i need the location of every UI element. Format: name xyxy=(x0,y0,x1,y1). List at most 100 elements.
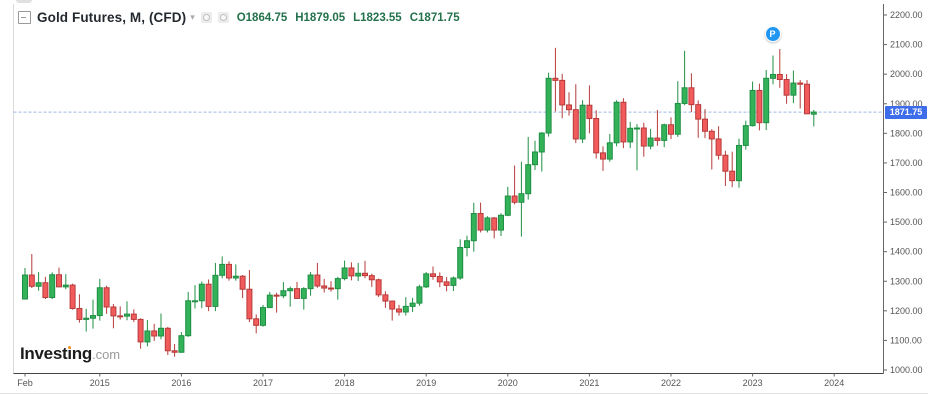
candle-body xyxy=(56,274,62,288)
candle-body xyxy=(144,330,151,343)
candle-body xyxy=(96,287,103,317)
candle-body xyxy=(239,275,246,290)
y-axis-label: 1000.00 xyxy=(890,365,923,375)
x-axis-label: 2020 xyxy=(498,378,518,388)
candle-body xyxy=(545,77,552,134)
candle-body xyxy=(280,290,287,297)
candle-body xyxy=(443,281,450,286)
investing-logo-suffix: .com xyxy=(91,347,121,362)
candle-body xyxy=(151,330,158,337)
candle-body xyxy=(164,327,171,352)
ohlc-close: C1871.75 xyxy=(409,11,460,24)
price-axis-label-value: 1871.75 xyxy=(889,106,923,117)
candle-body xyxy=(158,327,164,337)
panel-handle[interactable] xyxy=(16,0,32,3)
candle-body xyxy=(511,195,518,203)
candle-body xyxy=(117,315,124,318)
event-marker-label: P xyxy=(769,28,776,39)
candle-body xyxy=(491,217,498,231)
candle-body xyxy=(178,335,185,353)
candle-body xyxy=(307,274,314,290)
candle-body xyxy=(69,284,76,309)
candle-body xyxy=(756,89,763,124)
candle-body xyxy=(702,118,708,132)
gear-icon[interactable] xyxy=(217,12,229,23)
candle-body xyxy=(552,77,559,81)
candle-body xyxy=(742,125,749,146)
candle-body xyxy=(647,137,654,147)
candle-body xyxy=(688,87,695,106)
symbol-title[interactable]: Gold Futures, M, (CFD) xyxy=(37,10,187,25)
candle-body xyxy=(348,267,355,277)
candle-body xyxy=(90,315,96,319)
y-axis-label: 1300.00 xyxy=(890,276,923,286)
candle-body xyxy=(579,104,586,140)
candle-body xyxy=(389,300,396,310)
candle-body xyxy=(790,82,797,96)
eye-icon[interactable] xyxy=(200,12,212,23)
candle-body xyxy=(76,307,83,320)
candle-body xyxy=(674,102,681,135)
candle-body xyxy=(260,307,266,326)
investing-logo: Investing.com xyxy=(20,344,120,364)
candle-body xyxy=(49,274,56,299)
y-axis-label: 1600.00 xyxy=(890,188,923,198)
x-axis-label: 2017 xyxy=(253,378,273,388)
x-axis-label: 2015 xyxy=(90,378,110,388)
candle-body xyxy=(477,213,484,231)
chevron-down-icon[interactable]: ▾ xyxy=(190,12,195,22)
candle-body xyxy=(525,164,532,195)
candle-body xyxy=(797,82,804,85)
candle-body xyxy=(62,284,69,288)
candle-body xyxy=(736,144,742,182)
candle-body xyxy=(103,287,110,308)
y-axis-label: 1900.00 xyxy=(890,99,923,109)
candle-body xyxy=(212,274,219,307)
candle-body xyxy=(729,170,736,182)
candle-body xyxy=(253,318,260,326)
candle-body xyxy=(457,247,464,279)
ohlc-open: O1864.75 xyxy=(236,11,288,24)
candle-body xyxy=(287,288,294,292)
candle-body xyxy=(749,89,756,127)
candle-body xyxy=(198,283,205,302)
candle-body xyxy=(416,286,423,304)
candle-body xyxy=(586,104,593,120)
price-axis-label: 1871.75 xyxy=(885,105,927,119)
candle-body xyxy=(804,83,810,115)
candle-body xyxy=(402,305,409,313)
candle-body xyxy=(430,273,436,278)
candle-body xyxy=(504,195,511,216)
candle-body xyxy=(273,294,280,297)
candle-body xyxy=(668,124,674,135)
candle-body xyxy=(185,300,192,337)
candle-body xyxy=(314,274,321,287)
y-axis-label: 1500.00 xyxy=(890,217,923,227)
candle-body xyxy=(300,288,307,299)
candle-body xyxy=(470,213,477,242)
collapse-legend-icon[interactable] xyxy=(18,11,31,24)
x-axis-label: 2021 xyxy=(579,378,599,388)
candle-body xyxy=(171,350,178,353)
event-marker-p[interactable]: P xyxy=(764,25,781,42)
candle-body xyxy=(613,101,620,144)
candle-body xyxy=(334,278,341,290)
candle-body xyxy=(627,127,634,143)
candle-body xyxy=(559,79,566,106)
candle-body xyxy=(566,104,572,111)
candle-body xyxy=(328,287,334,290)
ohlc-high: H1879.05 xyxy=(295,11,346,24)
candle-body xyxy=(28,274,35,287)
x-axis-label: 2024 xyxy=(824,378,844,388)
y-axis-label: 1100.00 xyxy=(890,335,922,345)
chart-legend: Gold Futures, M, (CFD) ▾ O1864.75 H1879.… xyxy=(18,10,460,25)
candle-body xyxy=(572,109,579,140)
candle-body xyxy=(722,154,729,172)
y-axis-label: 1700.00 xyxy=(890,158,923,168)
x-axis-label: 2018 xyxy=(335,378,355,388)
candle-body xyxy=(450,277,457,286)
candle-body xyxy=(715,138,722,156)
candle-body xyxy=(232,275,239,279)
